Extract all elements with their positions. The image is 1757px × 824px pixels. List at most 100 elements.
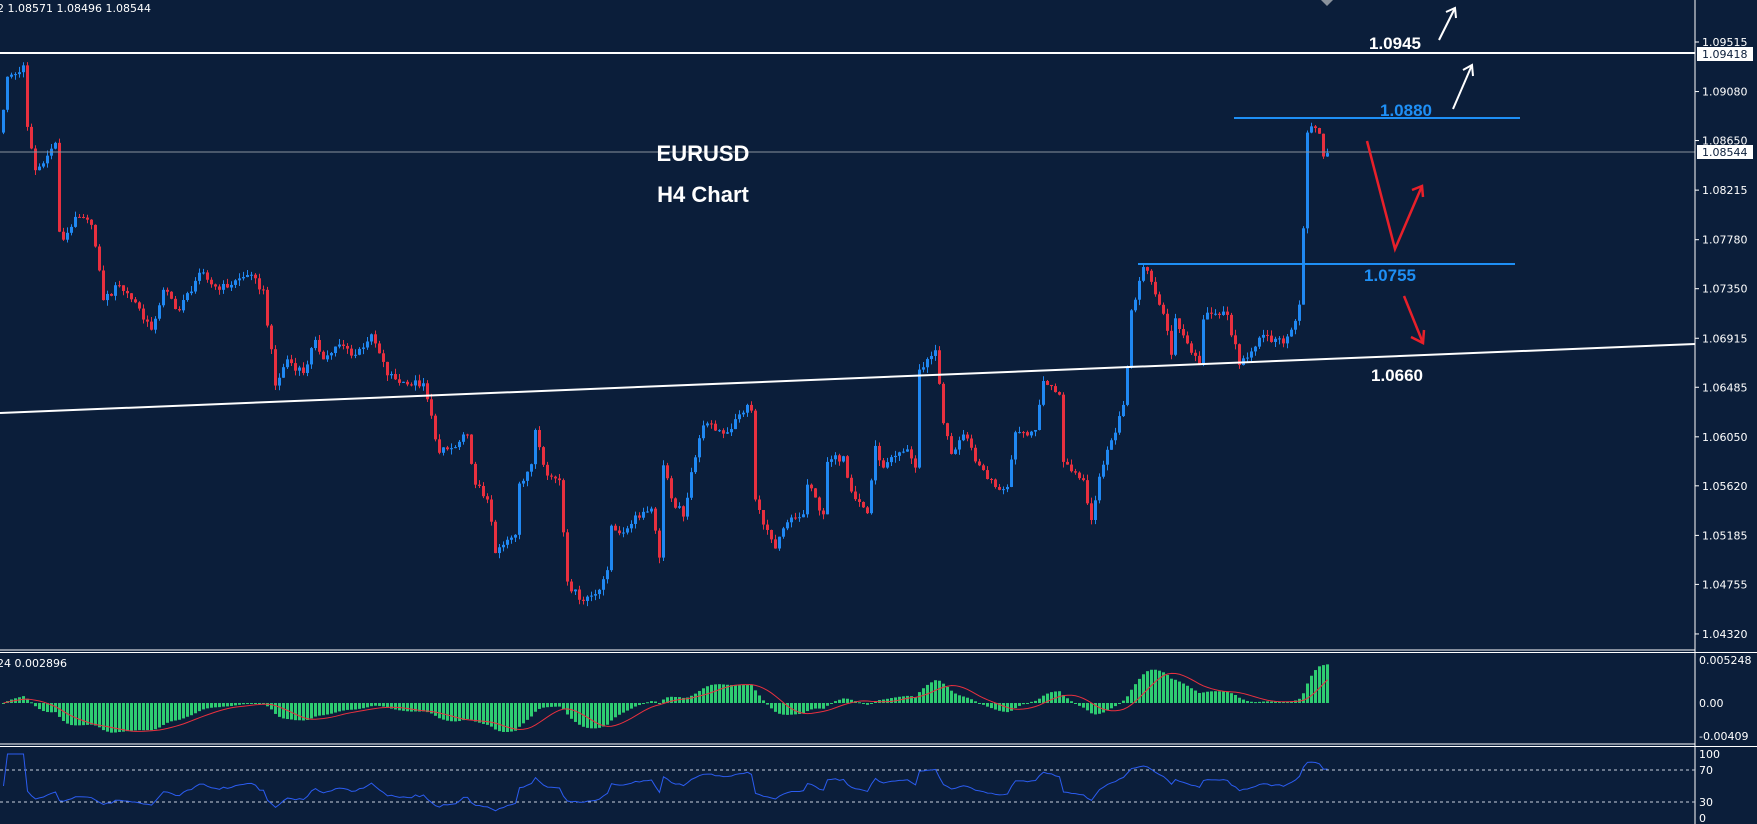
candle [1102, 460, 1105, 479]
macd-histogram-bar [1282, 701, 1285, 703]
candle-body [1070, 464, 1073, 472]
arrow-red-pullback-then-up[interactable] [1365, 140, 1425, 253]
candle [1214, 309, 1217, 316]
candle [98, 244, 101, 272]
candle-body [570, 581, 573, 592]
candle [694, 454, 697, 475]
candle-body [82, 216, 85, 218]
candle-body [1066, 461, 1069, 465]
candle [562, 478, 565, 537]
macd-histogram-bar [990, 703, 993, 709]
macd-histogram-bar [962, 696, 965, 703]
candle [1286, 334, 1289, 349]
macd-histogram-bar [430, 703, 433, 714]
macd-histogram-bar [626, 703, 629, 711]
candle-body [126, 290, 129, 294]
candle [398, 373, 401, 386]
macd-axis-zero: 0.00 [1699, 697, 1724, 710]
candle [606, 566, 609, 584]
arrow-up-white-2[interactable] [1452, 63, 1474, 110]
macd-histogram-bar [234, 703, 237, 706]
candle [1250, 347, 1253, 362]
macd-histogram-bar [510, 703, 513, 732]
macd-histogram-bar [418, 703, 421, 712]
candle-body [274, 349, 277, 386]
candle [442, 447, 445, 456]
candle [222, 280, 225, 294]
arrow-up-white-1[interactable] [1438, 6, 1457, 41]
candle-body [502, 544, 505, 548]
candle [458, 439, 461, 451]
candle-body [1106, 449, 1109, 465]
macd-histogram-bar [226, 703, 229, 707]
candle-body [1006, 486, 1009, 490]
macd-histogram-bar [1306, 683, 1309, 703]
price-tick-label: 1.06050 [1702, 431, 1748, 444]
price-tick-label: 1.07350 [1702, 283, 1748, 296]
macd-histogram-bar [194, 703, 197, 714]
macd-histogram-bar [806, 703, 809, 712]
candle-body [798, 517, 801, 519]
price-axis[interactable]: 1.09515 1.09080 1.08650 1.08215 1.07780 1.073… [1695, 36, 1748, 641]
candle [94, 224, 97, 248]
arrow-red-down[interactable] [1402, 295, 1426, 345]
macd-signal-line [3, 672, 1328, 732]
candle [330, 351, 333, 360]
candle-body [802, 514, 805, 518]
candle [366, 337, 369, 350]
candle-body [978, 461, 981, 466]
candle-body [162, 289, 165, 306]
macd-histogram-bar [602, 703, 605, 727]
candle-body [434, 415, 437, 440]
candle-body [718, 430, 721, 432]
macd-histogram-bar [42, 703, 45, 712]
chart-shift-marker[interactable] [1321, 0, 1333, 6]
candle-body [134, 299, 137, 303]
candle [310, 347, 313, 369]
macd-histogram-bar [918, 692, 921, 703]
candle-body [486, 496, 489, 500]
macd-histogram-bar [54, 703, 57, 713]
candle [322, 350, 325, 360]
macd-histogram-bar [1186, 685, 1189, 703]
candle-body [1086, 480, 1089, 504]
candle [346, 343, 349, 354]
candle [754, 408, 757, 502]
macd-histogram-bar [546, 703, 549, 708]
macd-histogram-bar [1234, 695, 1237, 703]
candle [230, 281, 233, 292]
candle-body [482, 485, 485, 497]
candle [994, 478, 997, 489]
candle [1014, 430, 1017, 465]
macd-histogram-bar [26, 698, 29, 703]
candle [202, 268, 205, 275]
macd-histogram-bar [394, 703, 397, 710]
candle-body [1134, 299, 1137, 311]
macd-histogram-bar [730, 685, 733, 703]
trendline[interactable] [0, 343, 1696, 414]
candle [130, 293, 133, 303]
candle [602, 576, 605, 596]
macd-histogram-bar [1070, 701, 1073, 703]
candle-body [1022, 432, 1025, 434]
candle-body [414, 380, 417, 386]
candle-body [406, 381, 409, 385]
macd-pane [2, 664, 1329, 733]
candle-body [234, 280, 237, 285]
candle-body [1038, 404, 1041, 430]
macd-histogram-bar [682, 697, 685, 703]
candle [1258, 336, 1261, 350]
candles [2, 62, 1329, 607]
candle-body [650, 508, 653, 512]
candle [674, 497, 677, 509]
macd-histogram-bar [998, 703, 1001, 711]
candle [290, 354, 293, 367]
macd-histogram-bar [1190, 688, 1193, 703]
candle [634, 511, 637, 529]
candle [266, 286, 269, 328]
candle-body [742, 412, 745, 415]
candle-body [1002, 489, 1005, 491]
candle-body [1046, 380, 1049, 385]
candle-body [562, 480, 565, 533]
